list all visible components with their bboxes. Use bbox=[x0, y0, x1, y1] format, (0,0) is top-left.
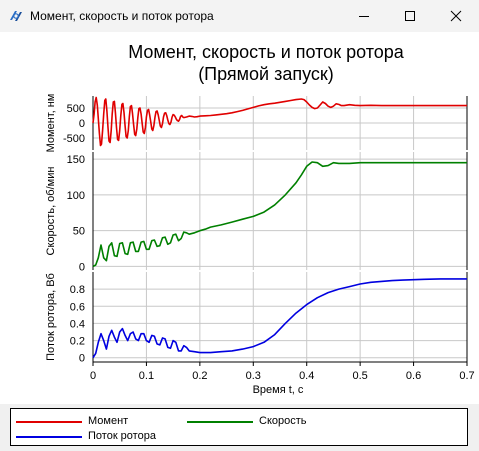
window-titlebar: Момент, скорость и поток ротора bbox=[0, 0, 479, 32]
window-title: Момент, скорость и поток ротора bbox=[30, 9, 214, 23]
minimize-button[interactable] bbox=[341, 0, 387, 32]
y-tick-label-p1-3: 0 bbox=[79, 261, 85, 273]
x-tick-label-1: 0.1 bbox=[139, 370, 154, 382]
y-tick-label-p1-2: 50 bbox=[73, 226, 85, 238]
app-icon bbox=[10, 11, 22, 21]
series-line-2 bbox=[92, 278, 467, 359]
chart-title: Момент, скорость и поток ротора bbox=[128, 42, 405, 62]
y-tick-label-p1-1: 100 bbox=[67, 190, 85, 202]
x-tick-label-3: 0.3 bbox=[246, 370, 261, 382]
y-tick-label-p0-2: -500 bbox=[63, 133, 85, 145]
y-tick-label-p2-2: 0.4 bbox=[70, 318, 85, 330]
x-axis-label: Время t, с bbox=[253, 384, 304, 396]
series-line-1 bbox=[92, 161, 467, 268]
y-tick-label-p2-1: 0.6 bbox=[70, 301, 85, 313]
y-tick-label-p2-0: 0.8 bbox=[70, 284, 85, 296]
x-tick-label-5: 0.5 bbox=[352, 370, 367, 382]
y-tick-label-p0-0: 500 bbox=[67, 103, 85, 115]
y-axis-label-p2: Поток ротора, Вб bbox=[45, 273, 57, 361]
maximize-icon bbox=[405, 11, 415, 21]
legend-swatch-speed bbox=[187, 421, 253, 423]
series-line-0 bbox=[92, 96, 467, 147]
x-tick-label-6: 0.6 bbox=[406, 370, 421, 382]
x-tick-label-4: 0.4 bbox=[299, 370, 314, 382]
legend-label-speed: Скорость bbox=[259, 415, 307, 427]
y-tick-label-p0-1: 0 bbox=[79, 118, 85, 130]
legend-label-flux: Поток ротора bbox=[88, 430, 156, 442]
close-icon bbox=[450, 10, 462, 22]
maximize-button[interactable] bbox=[387, 0, 433, 32]
close-button[interactable] bbox=[433, 0, 479, 32]
legend-swatch-flux bbox=[16, 436, 82, 438]
y-axis-label-p0: Момент, нм bbox=[45, 94, 57, 153]
y-axis-label-p1: Скорость, об/мин bbox=[45, 167, 57, 256]
plot-area: Момент, скорость и поток ротора (Прямой … bbox=[0, 32, 479, 404]
chart-svg: Момент, скорость и поток ротора (Прямой … bbox=[45, 42, 475, 396]
chart-subtitle: (Прямой запуск) bbox=[198, 64, 334, 84]
y-tick-label-p2-3: 0.2 bbox=[70, 336, 85, 348]
legend-swatch-moment bbox=[16, 421, 82, 423]
x-tick-label-7: 0.7 bbox=[459, 370, 474, 382]
x-tick-label-0: 0 bbox=[90, 370, 96, 382]
minimize-icon bbox=[359, 16, 369, 17]
y-tick-label-p2-4: 0 bbox=[79, 353, 85, 365]
x-tick-label-2: 0.2 bbox=[192, 370, 207, 382]
y-tick-label-p1-0: 150 bbox=[67, 154, 85, 166]
chart-legend: Момент Скорость Поток ротора bbox=[10, 408, 468, 446]
legend-label-moment: Момент bbox=[88, 415, 129, 427]
